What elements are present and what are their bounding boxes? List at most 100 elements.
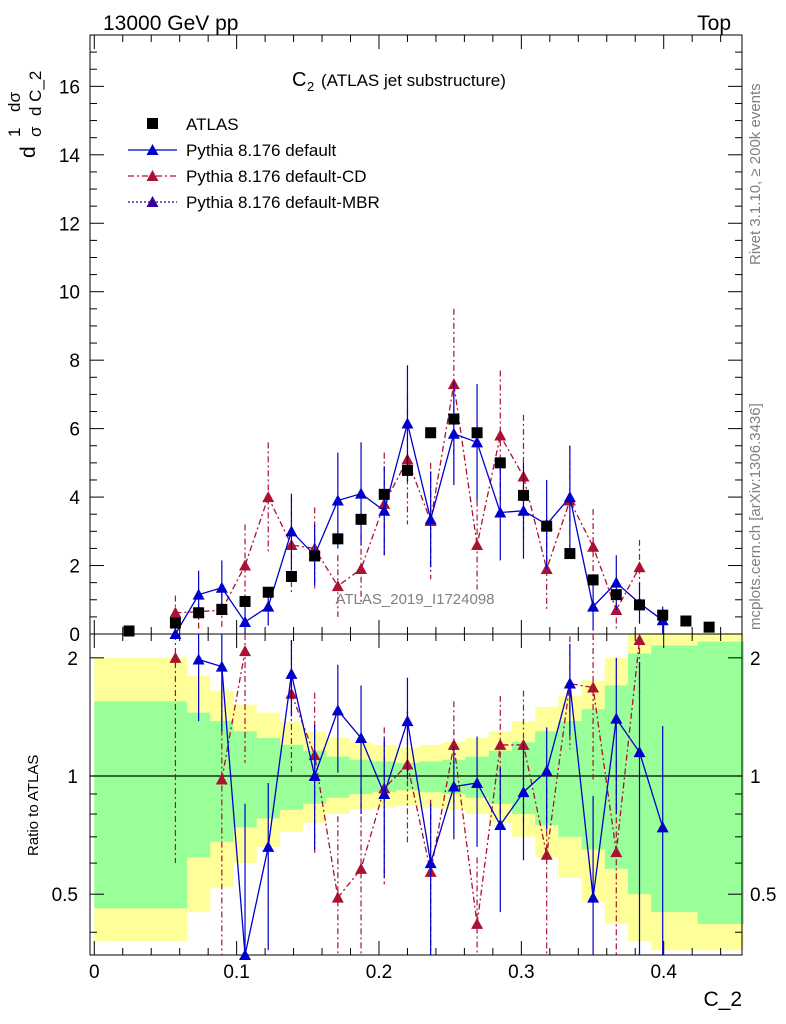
pythia-cd-ratio-point xyxy=(494,738,507,750)
pythia-cd-ratio-line xyxy=(221,639,641,924)
legend-marker-atlas xyxy=(147,118,158,129)
x-axis-label: C_2 xyxy=(703,988,742,1011)
pythia-cd-point xyxy=(169,606,182,618)
atlas-point xyxy=(239,595,251,607)
atlas-point xyxy=(634,599,646,611)
y-tick-label: 4 xyxy=(69,488,80,509)
pythia-default-line xyxy=(174,423,664,635)
atlas-point xyxy=(541,520,553,532)
atlas-point xyxy=(587,574,599,586)
atlas-point xyxy=(680,615,692,627)
y-label-d: d xyxy=(17,146,40,158)
x-tick-label: 0.2 xyxy=(366,962,392,983)
pythia-cd-point xyxy=(633,561,646,573)
pythia-cd-ratio-point xyxy=(447,738,460,750)
pythia-default-ratio-point xyxy=(239,949,252,960)
pythia-cd-ratio-point xyxy=(215,773,228,785)
ratio-tick-label-right: 2 xyxy=(750,649,761,670)
y-tick-label: 8 xyxy=(69,351,80,372)
pythia-default-ratio-point xyxy=(471,776,484,788)
axis-ticks xyxy=(90,35,742,955)
pythia-default-ratio-point xyxy=(215,660,228,672)
pythia-cd-point xyxy=(262,491,275,503)
pythia-default-point xyxy=(517,504,530,516)
chart-title-rest: (ATLAS jet substructure) xyxy=(321,71,506,90)
pythia-cd-ratio-point xyxy=(169,651,182,663)
legend-marker-mbr xyxy=(146,196,159,207)
pythia-default-point xyxy=(610,576,623,588)
pythia-default-ratio-point xyxy=(192,653,205,665)
ratio-tick-label: 2 xyxy=(67,649,78,670)
pythia-cd-point xyxy=(239,559,252,571)
pythia-default-point xyxy=(587,600,600,612)
y-tick-label: 10 xyxy=(59,283,80,304)
atlas-point xyxy=(401,464,413,476)
atlas-point xyxy=(703,621,715,633)
series-layer xyxy=(123,308,715,960)
atlas-point xyxy=(657,609,669,621)
atlas-point xyxy=(564,548,576,560)
pythia-cd-ratio-point xyxy=(471,917,484,929)
pythia-cd-point xyxy=(471,539,484,551)
atlas-point xyxy=(332,533,344,545)
atlas-point xyxy=(471,427,483,439)
pythia-cd-point xyxy=(331,580,344,592)
pythia-default-ratio-point xyxy=(656,821,669,833)
atlas-point xyxy=(517,489,529,501)
pythia-cd-ratio-point xyxy=(540,848,553,860)
atlas-point xyxy=(262,586,274,598)
rivet-label: Rivet 3.1.10, ≥ 200k events xyxy=(747,83,764,265)
pythia-default-point xyxy=(378,504,391,516)
pythia-cd-ratio-point xyxy=(610,846,623,858)
pythia-default-point xyxy=(262,600,275,612)
pythia-default-ratio-point xyxy=(331,704,344,716)
pythia-default-ratio-point xyxy=(494,819,507,831)
atlas-point xyxy=(309,550,321,562)
legend-marker-cd xyxy=(146,170,159,181)
pythia-default-point xyxy=(285,525,298,537)
atlas-point xyxy=(378,488,390,500)
y-label-dsigma: dσ xyxy=(5,92,24,112)
header-left: 13000 GeV pp xyxy=(103,12,238,35)
atlas-point xyxy=(425,427,437,439)
legend-label-default: Pythia 8.176 default xyxy=(186,141,337,160)
atlas-point xyxy=(494,457,506,469)
atlas-point xyxy=(123,625,135,637)
y-tick-label: 6 xyxy=(69,420,80,441)
ratio-tick-label: 1 xyxy=(67,767,78,788)
y-label-dc2: d C_2 xyxy=(26,71,45,116)
pythia-default-ratio-point xyxy=(587,891,600,903)
pythia-default-point xyxy=(192,588,205,600)
pythia-cd-point xyxy=(587,540,600,552)
legend-label-atlas: ATLAS xyxy=(186,115,239,134)
x-tick-label: 0.3 xyxy=(508,962,534,983)
mcplots-label: mcplots.cern.ch [arXiv:1306.3436] xyxy=(747,403,764,630)
y-axis-label: d 1 σ dσ d C_2 xyxy=(5,71,45,158)
pythia-default-ratio-point xyxy=(517,786,530,798)
pythia-default-ratio-point xyxy=(401,715,414,727)
chart-title-sub: 2 xyxy=(307,79,314,94)
pythia-cd-ratio-point xyxy=(331,891,344,903)
atlas-point xyxy=(355,513,367,525)
green-band xyxy=(94,641,744,924)
atlas-point xyxy=(610,589,622,601)
pythia-default-ratio-point xyxy=(540,764,553,776)
x-tick-label: 0.4 xyxy=(650,962,677,983)
legend-marker-default xyxy=(146,144,159,155)
pythia-default-point xyxy=(563,491,576,503)
pythia-default-ratio-point xyxy=(563,677,576,689)
y-tick-label: 14 xyxy=(59,146,81,167)
watermark: ATLAS_2019_I1724098 xyxy=(335,591,494,608)
y-tick-label: 12 xyxy=(59,214,80,235)
pythia-default-ratio-point xyxy=(355,731,368,743)
pythia-cd-ratio-point xyxy=(587,681,600,693)
pythia-default-ratio-point xyxy=(285,667,298,679)
atlas-point xyxy=(169,617,181,629)
pythia-default-ratio-point xyxy=(610,712,623,724)
pythia-default-ratio-point xyxy=(308,770,321,782)
pythia-cd-point xyxy=(355,562,368,574)
pythia-cd-ratio-point xyxy=(239,645,252,657)
